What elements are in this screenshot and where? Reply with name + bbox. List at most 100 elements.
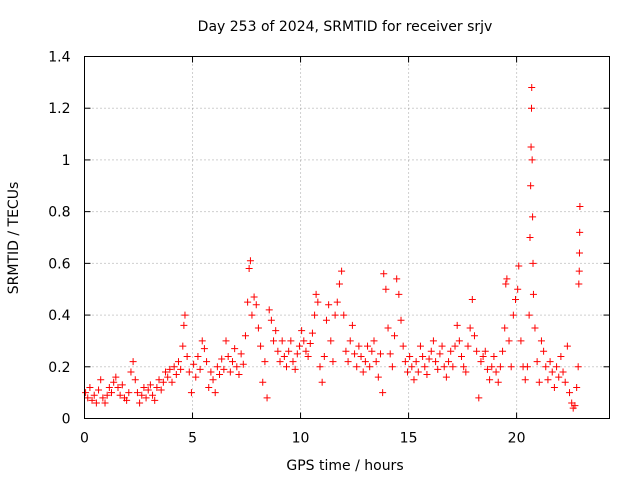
data-point <box>391 332 399 340</box>
data-point <box>123 396 131 404</box>
data-point <box>270 337 278 345</box>
data-point <box>302 347 310 355</box>
data-point <box>470 332 478 340</box>
data-point <box>507 363 515 371</box>
data-point <box>90 391 98 399</box>
data-point <box>442 373 450 381</box>
data-point <box>88 396 96 404</box>
data-point <box>308 329 316 337</box>
data-point <box>496 363 504 371</box>
data-point <box>529 259 537 267</box>
data-point <box>366 363 374 371</box>
data-point <box>475 394 483 402</box>
data-point <box>112 373 120 381</box>
axis-ticks: 0 0.2 0.4 0.6 0.8 1 1.2 1.4 0 5 10 15 20 <box>48 50 610 447</box>
data-point <box>127 368 135 376</box>
data-point <box>162 368 170 376</box>
data-point <box>278 337 286 345</box>
data-point <box>108 389 116 397</box>
data-point <box>455 337 463 345</box>
chart-title: Day 253 of 2024, SRMTID for receiver srj… <box>198 19 493 35</box>
data-point <box>553 363 561 371</box>
data-point <box>544 376 552 384</box>
data-point <box>527 182 535 190</box>
data-point <box>502 280 510 288</box>
x-tick-label: 20 <box>508 431 526 447</box>
data-point <box>133 389 141 397</box>
data-point <box>289 358 297 366</box>
data-point <box>95 386 103 394</box>
data-point <box>136 399 144 407</box>
data-point <box>151 396 159 404</box>
data-point <box>434 365 442 373</box>
data-point <box>213 363 221 371</box>
y-tick-label: 1 <box>62 153 71 169</box>
data-point <box>512 296 520 304</box>
y-tick-label: 0 <box>62 412 71 428</box>
data-point <box>401 358 409 366</box>
y-tick-label: 1.2 <box>48 101 70 117</box>
data-point <box>114 383 122 391</box>
data-point <box>468 296 476 304</box>
data-point <box>526 234 534 241</box>
data-point <box>287 337 295 345</box>
data-point <box>272 327 280 335</box>
data-point <box>370 337 378 345</box>
data-point <box>259 378 267 386</box>
data-point <box>488 363 496 371</box>
data-point <box>185 368 193 376</box>
data-point <box>436 350 444 358</box>
data-point <box>209 376 217 384</box>
data-point <box>517 337 525 345</box>
data-point <box>228 358 236 366</box>
data-point <box>237 350 245 358</box>
data-point <box>561 378 569 386</box>
data-point <box>172 371 180 379</box>
data-point <box>325 301 333 309</box>
data-point <box>403 368 411 376</box>
x-tick-label: 10 <box>292 431 310 447</box>
data-point <box>557 352 565 360</box>
data-point <box>386 350 394 358</box>
data-point <box>333 298 341 306</box>
data-point <box>312 290 320 298</box>
data-point <box>118 381 126 389</box>
data-point <box>261 358 269 366</box>
data-point <box>410 376 418 384</box>
data-point <box>451 342 459 350</box>
data-point <box>257 342 265 350</box>
data-point <box>414 368 422 376</box>
data-point <box>125 389 133 397</box>
data-point <box>571 402 579 410</box>
data-point <box>220 365 228 373</box>
data-point <box>527 143 535 151</box>
data-point <box>231 345 239 353</box>
data-point <box>533 358 541 366</box>
data-point <box>153 383 161 391</box>
data-point <box>99 394 107 402</box>
data-point <box>177 365 185 373</box>
data-point <box>283 363 291 371</box>
data-point <box>548 368 556 376</box>
data-point <box>445 358 453 366</box>
data-point <box>509 311 517 319</box>
data-point <box>537 337 545 345</box>
data-point <box>364 342 372 350</box>
data-point <box>393 275 401 283</box>
data-point <box>205 383 213 391</box>
data-point <box>166 365 174 373</box>
data-point <box>222 337 230 345</box>
data-point <box>529 213 537 221</box>
data-point <box>331 311 339 319</box>
data-point <box>280 352 288 360</box>
data-point <box>335 280 343 288</box>
data-point <box>86 383 94 391</box>
data-point <box>535 378 543 386</box>
data-point <box>575 280 583 288</box>
data-point <box>129 358 137 366</box>
data-point <box>192 373 200 381</box>
data-point <box>483 365 491 373</box>
data-point <box>170 363 178 371</box>
data-point <box>368 347 376 355</box>
data-point <box>224 352 232 360</box>
